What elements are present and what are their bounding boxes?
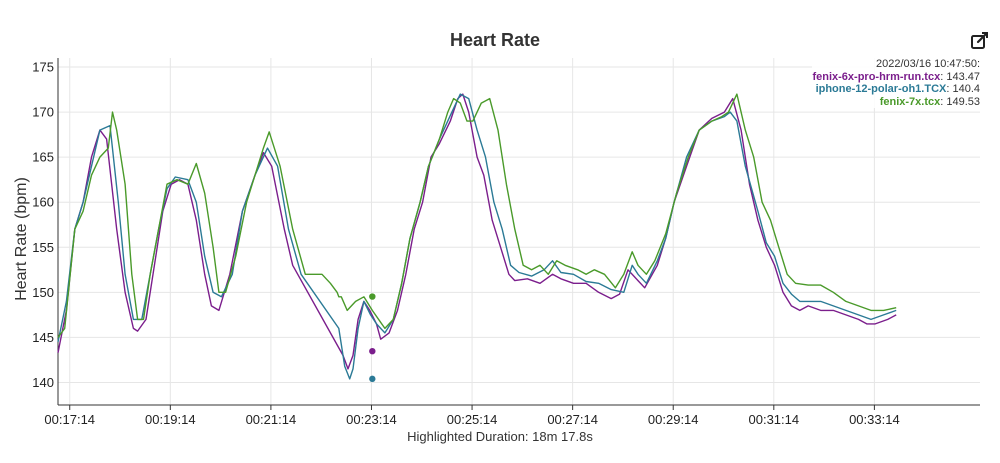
- tooltip-row: fenix-7x.tcx: 149.53: [879, 95, 980, 108]
- tooltip-row: iphone-12-polar-oh1.TCX: 140.4: [815, 83, 980, 95]
- tooltip-series-value: 140.4: [952, 83, 980, 95]
- external-edit-icon[interactable]: [968, 30, 990, 52]
- y-tick-label: 165: [32, 150, 54, 165]
- x-tick-label: 00:17:14: [44, 412, 95, 427]
- tooltip-series-name: fenix-7x.tcx: [879, 95, 941, 108]
- x-tick-label: 00:23:14: [346, 412, 397, 427]
- tooltip-series-value: 143.47: [946, 70, 980, 83]
- x-tick-label: 00:33:14: [849, 412, 900, 427]
- y-tick-label: 140: [32, 375, 54, 390]
- hover-marker-2: [369, 375, 376, 383]
- chart-markers: [369, 293, 376, 383]
- y-tick-label: 145: [32, 330, 54, 345]
- series-line-2: [57, 93, 897, 380]
- x-tick-label: 00:31:14: [749, 412, 800, 427]
- hover-marker-3: [369, 293, 376, 300]
- x-tick-label: 00:29:14: [648, 412, 699, 427]
- y-tick-label: 170: [32, 105, 54, 120]
- tooltip-series-value: 149.53: [946, 95, 980, 108]
- hover-marker-1: [369, 347, 376, 355]
- series-line-3: [57, 93, 897, 338]
- hover-tooltip: 2022/03/16 10:47:50: fenix-6x-pro-hrm-ru…: [812, 58, 980, 108]
- chart-axes: 140 145 150 155 160 165 170 175 00:17:14 00:19:14…: [32, 58, 980, 427]
- x-tick-label: 00:19:14: [145, 412, 196, 427]
- tooltip-timestamp: 2022/03/16 10:47:50:: [876, 58, 980, 70]
- x-tick-label: 00:27:14: [547, 412, 598, 427]
- y-axis-label: Heart Rate (bpm): [13, 177, 30, 301]
- x-tick-label: 00:21:14: [246, 412, 297, 427]
- x-tick-label: 00:25:14: [447, 412, 498, 427]
- tooltip-series-name: fenix-6x-pro-hrm-run.tcx: [812, 70, 941, 83]
- chart-title: Heart Rate: [449, 30, 541, 50]
- highlighted-duration: Highlighted Duration: 18m 17.8s: [407, 429, 593, 444]
- y-tick-label: 175: [32, 60, 54, 75]
- y-tick-label: 155: [32, 240, 54, 255]
- series-line-1: [57, 93, 897, 370]
- y-tick-label: 150: [32, 285, 54, 300]
- chart-grid: [58, 58, 980, 405]
- tooltip-series-name: iphone-12-polar-oh1.TCX: [815, 83, 947, 95]
- tooltip-row: fenix-6x-pro-hrm-run.tcx: 143.47: [812, 70, 980, 83]
- y-tick-label: 160: [32, 195, 54, 210]
- chart-series: [57, 93, 897, 380]
